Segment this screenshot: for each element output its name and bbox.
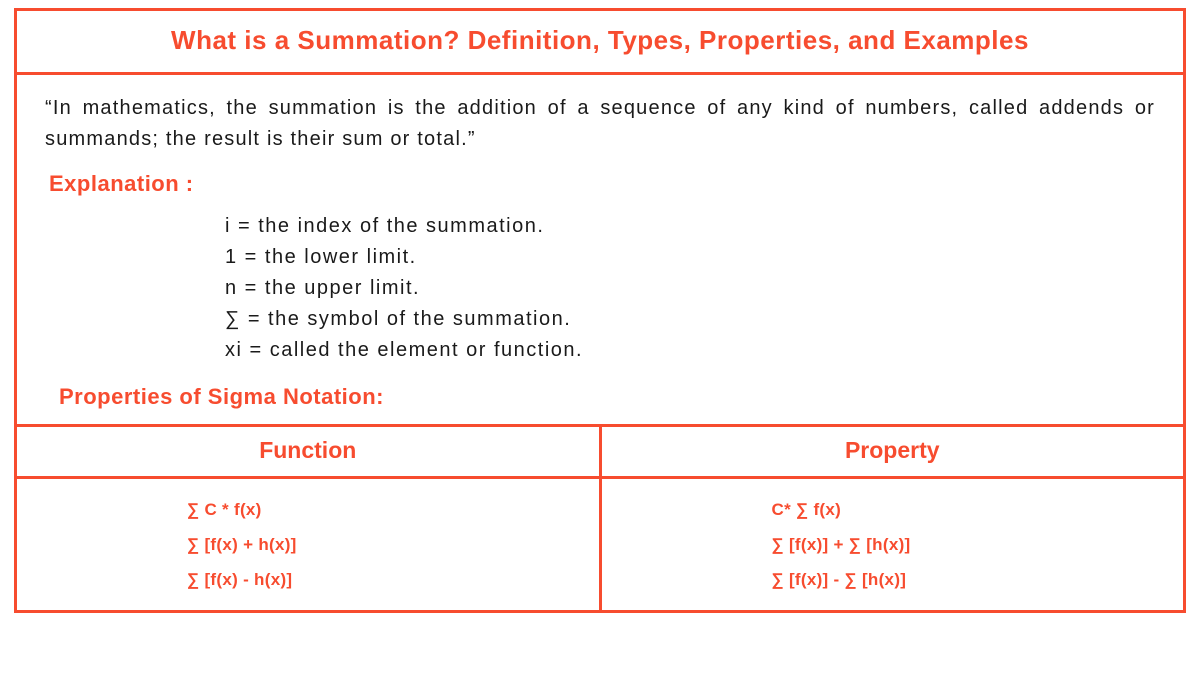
explanation-heading: Explanation :	[49, 171, 1155, 197]
page-title: What is a Summation? Definition, Types, …	[27, 25, 1173, 56]
explanation-list: i = the index of the summation. 1 = the …	[225, 211, 1155, 366]
explanation-item: xi = called the element or function.	[225, 335, 1155, 366]
document-frame: What is a Summation? Definition, Types, …	[14, 8, 1186, 613]
content-area: “In mathematics, the summation is the ad…	[17, 75, 1183, 424]
table-cell: ∑ [f(x)] - ∑ [h(x)]	[772, 563, 1184, 598]
properties-heading: Properties of Sigma Notation:	[59, 384, 1155, 410]
explanation-item: i = the index of the summation.	[225, 211, 1155, 242]
explanation-item: ∑ = the symbol of the summation.	[225, 304, 1155, 335]
table-cell: ∑ C * f(x)	[187, 493, 599, 528]
table-header-row: Function Property	[17, 427, 1183, 479]
table-col-function: ∑ C * f(x) ∑ [f(x) + h(x)] ∑ [f(x) - h(x…	[17, 479, 602, 610]
explanation-item: n = the upper limit.	[225, 273, 1155, 304]
table-body: ∑ C * f(x) ∑ [f(x) + h(x)] ∑ [f(x) - h(x…	[17, 479, 1183, 610]
table-cell: ∑ [f(x)] + ∑ [h(x)]	[772, 528, 1184, 563]
table-cell: C* ∑ f(x)	[772, 493, 1184, 528]
definition-text: “In mathematics, the summation is the ad…	[45, 93, 1155, 155]
title-bar: What is a Summation? Definition, Types, …	[17, 11, 1183, 75]
table-header-function: Function	[17, 427, 602, 476]
table-col-property: C* ∑ f(x) ∑ [f(x)] + ∑ [h(x)] ∑ [f(x)] -…	[602, 479, 1184, 610]
table-cell: ∑ [f(x) + h(x)]	[187, 528, 599, 563]
properties-table: Function Property ∑ C * f(x) ∑ [f(x) + h…	[17, 424, 1183, 610]
table-cell: ∑ [f(x) - h(x)]	[187, 563, 599, 598]
table-header-property: Property	[602, 427, 1184, 476]
explanation-item: 1 = the lower limit.	[225, 242, 1155, 273]
